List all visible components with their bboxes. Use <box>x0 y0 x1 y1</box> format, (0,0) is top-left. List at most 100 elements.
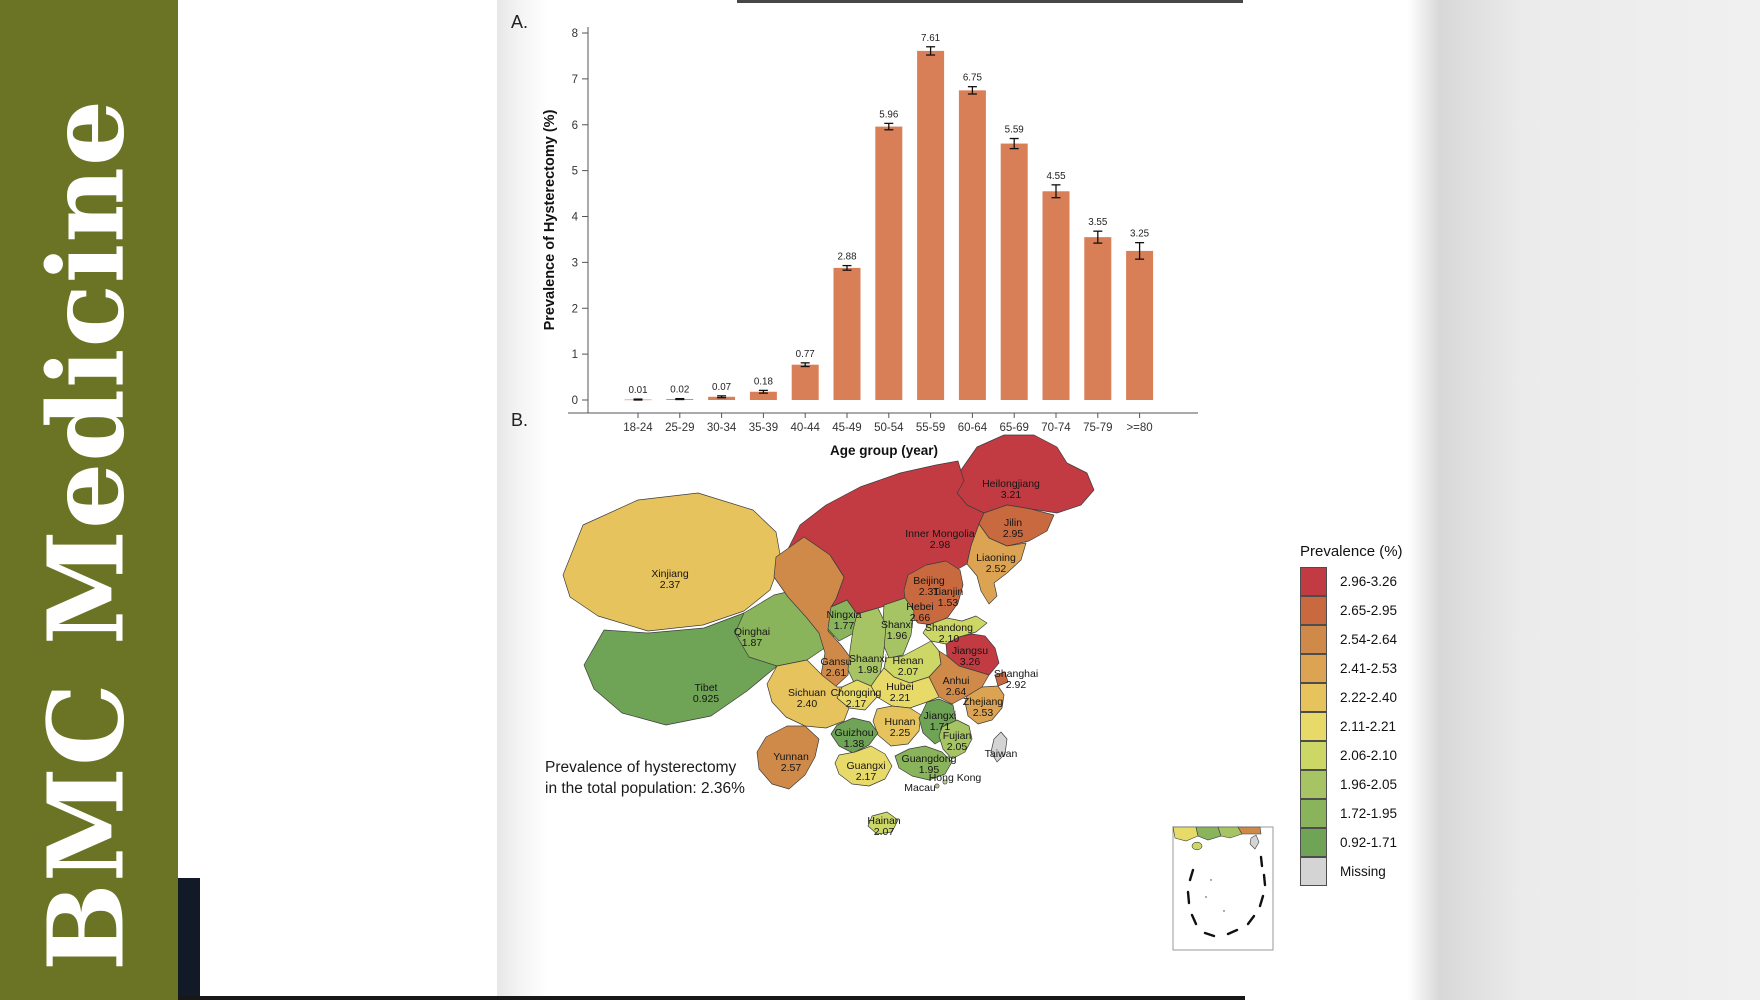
province-dot-hong_kong <box>942 779 948 785</box>
y-tick-label: 7 <box>572 74 578 86</box>
province-label-macau: Macau <box>904 782 936 794</box>
chart-bar-40-44 <box>791 364 819 400</box>
legend-row-1: 2.65-2.95 <box>1300 595 1403 625</box>
x-tick-label: >=80 <box>1126 422 1152 434</box>
province-heilongjiang <box>956 434 1095 514</box>
chart-bar-30-34 <box>708 396 736 400</box>
x-tick-label: 35-39 <box>749 422 778 434</box>
x-tick-label: 45-49 <box>832 422 861 434</box>
legend-label: 1.96-2.05 <box>1340 777 1398 792</box>
x-tick-label: 25-29 <box>665 422 694 434</box>
total-prevalence-annotation: Prevalence of hysterectomy in the total … <box>545 757 745 799</box>
province-label-hunan: Hunan 2.25 <box>885 716 916 739</box>
age-group-bar-chart: 0 1 2 3 4 5 6 7 8 0.01 18-24 0.02 25-29 0.07 30-34 0.18… <box>542 27 1198 458</box>
inset-dash-line <box>1203 931 1216 938</box>
province-label-yunnan: Yunnan 2.57 <box>773 751 809 774</box>
bar-value-label: 3.25 <box>1130 229 1150 240</box>
inset-dash-line <box>1226 928 1239 936</box>
bar-value-label: 4.55 <box>1046 171 1066 182</box>
bar-value-label: 2.88 <box>837 252 857 263</box>
y-tick-label: 4 <box>572 212 579 224</box>
province-label-zhejiang: Zhejiang 2.53 <box>963 696 1003 719</box>
province-label-guangxi: Guangxi 2.17 <box>846 760 885 783</box>
cropped-content-strip-top <box>737 0 1243 3</box>
legend-swatch <box>1300 740 1327 770</box>
bar-value-label: 0.07 <box>712 382 731 393</box>
province-label-guangdong: Guangdong 1.95 <box>902 753 957 776</box>
province-label-guizhou: Guizhou 1.38 <box>834 727 873 750</box>
province-label-gansu: Gansu 2.61 <box>821 656 852 679</box>
province-guangdong <box>894 745 953 781</box>
bar-value-label: 0.01 <box>628 385 647 396</box>
x-tick-label: 30-34 <box>707 422 737 434</box>
bar-value-label: 0.02 <box>670 385 689 396</box>
y-tick-label: 2 <box>572 303 578 315</box>
legend-label: 2.54-2.64 <box>1340 632 1398 647</box>
legend-row-8: 1.72-1.95 <box>1300 798 1403 828</box>
province-shanghai <box>994 671 1009 687</box>
y-tick-label: 0 <box>572 395 578 407</box>
y-axis-title: Prevalence of Hysterectomy (%) <box>542 109 558 330</box>
province-label-shanghai: Shanghai 2.92 <box>994 668 1038 691</box>
inset-dash-line <box>1190 913 1198 926</box>
legend-swatch <box>1300 595 1327 625</box>
y-tick-label: 5 <box>572 166 578 178</box>
bar-value-label: 5.96 <box>879 109 899 120</box>
province-label-shaanxi: Shaanxi 1.98 <box>849 653 887 676</box>
legend-row-10: Missing <box>1300 856 1403 886</box>
province-label-tianjin: Tianjin 1.53 <box>933 586 964 609</box>
x-tick-label: 60-64 <box>958 422 988 434</box>
province-dot-macau <box>934 783 940 789</box>
province-label-chongqing: Chongqing 2.17 <box>831 687 882 710</box>
chart-bar-65-69 <box>1000 143 1028 400</box>
legend-swatch <box>1300 711 1327 741</box>
legend-row-7: 1.96-2.05 <box>1300 769 1403 799</box>
bar-value-label: 3.55 <box>1088 217 1108 228</box>
province-label-fujian: Fujian 2.05 <box>943 730 972 753</box>
province-label-xinjiang: Xinjiang 2.37 <box>651 568 689 591</box>
province-label-sichuan: Sichuan 2.40 <box>788 687 826 710</box>
inset-dash-line <box>1188 868 1195 882</box>
inset-islet <box>1210 879 1212 881</box>
legend-swatch <box>1300 827 1327 857</box>
province-label-qinghai: Qinghai 1.87 <box>734 626 770 649</box>
inset-islet <box>1205 896 1207 898</box>
inset-coast-patch <box>1237 826 1262 835</box>
panel-b-label: B. <box>511 410 529 430</box>
province-fujian <box>938 719 973 760</box>
journal-sidebar: BMC Medicine <box>0 0 178 1000</box>
province-label-anhui: Anhui 2.64 <box>943 675 970 698</box>
province-label-shandong: Shandong 2.10 <box>925 622 973 645</box>
inset-hainan-island <box>1191 841 1203 851</box>
legend-swatch <box>1300 682 1327 712</box>
legend-row-2: 2.54-2.64 <box>1300 624 1403 654</box>
chart-bar-45-49 <box>833 267 861 400</box>
legend-swatch <box>1300 856 1327 886</box>
legend-label: 2.06-2.10 <box>1340 748 1398 763</box>
province-zhejiang <box>964 685 1005 725</box>
map-legend: Prevalence (%) 2.96-3.26 2.65-2.95 2.54-2.… <box>1300 543 1403 886</box>
province-hunan <box>872 705 922 747</box>
y-tick-label: 1 <box>572 349 578 361</box>
province-label-jiangxi: Jiangxi 1.71 <box>924 710 957 733</box>
legend-label: 2.41-2.53 <box>1340 661 1398 676</box>
province-hubei <box>870 667 940 709</box>
inset-dash-line <box>1246 914 1256 926</box>
x-tick-label: 70-74 <box>1041 422 1071 434</box>
province-guizhou <box>830 717 879 754</box>
page-edge-shadow-right <box>1408 0 1760 1000</box>
panel-a-label: A. <box>511 12 529 32</box>
province-label-hainan: Hainan 2.07 <box>867 815 900 838</box>
china-choropleth-map: Heilongjiang 3.21 Inner Mongolia 2.98 Jilin 2… <box>562 434 1274 951</box>
province-label-taiwan: Taiwan <box>985 748 1018 760</box>
chart-bar-35-39 <box>749 391 777 400</box>
legend-row-3: 2.41-2.53 <box>1300 653 1403 683</box>
inset-dash-line <box>1258 894 1265 908</box>
province-label-beijing: Beijing 2.31 <box>913 575 945 598</box>
province-hainan <box>867 811 899 835</box>
chart-bar-50-54 <box>875 126 903 401</box>
cropped-content-strip-bottom <box>178 996 1245 1000</box>
x-tick-label: 65-69 <box>999 422 1028 434</box>
province-label-tibet: Tibet 0.925 <box>693 682 719 705</box>
inset-dash-line <box>1259 855 1264 868</box>
